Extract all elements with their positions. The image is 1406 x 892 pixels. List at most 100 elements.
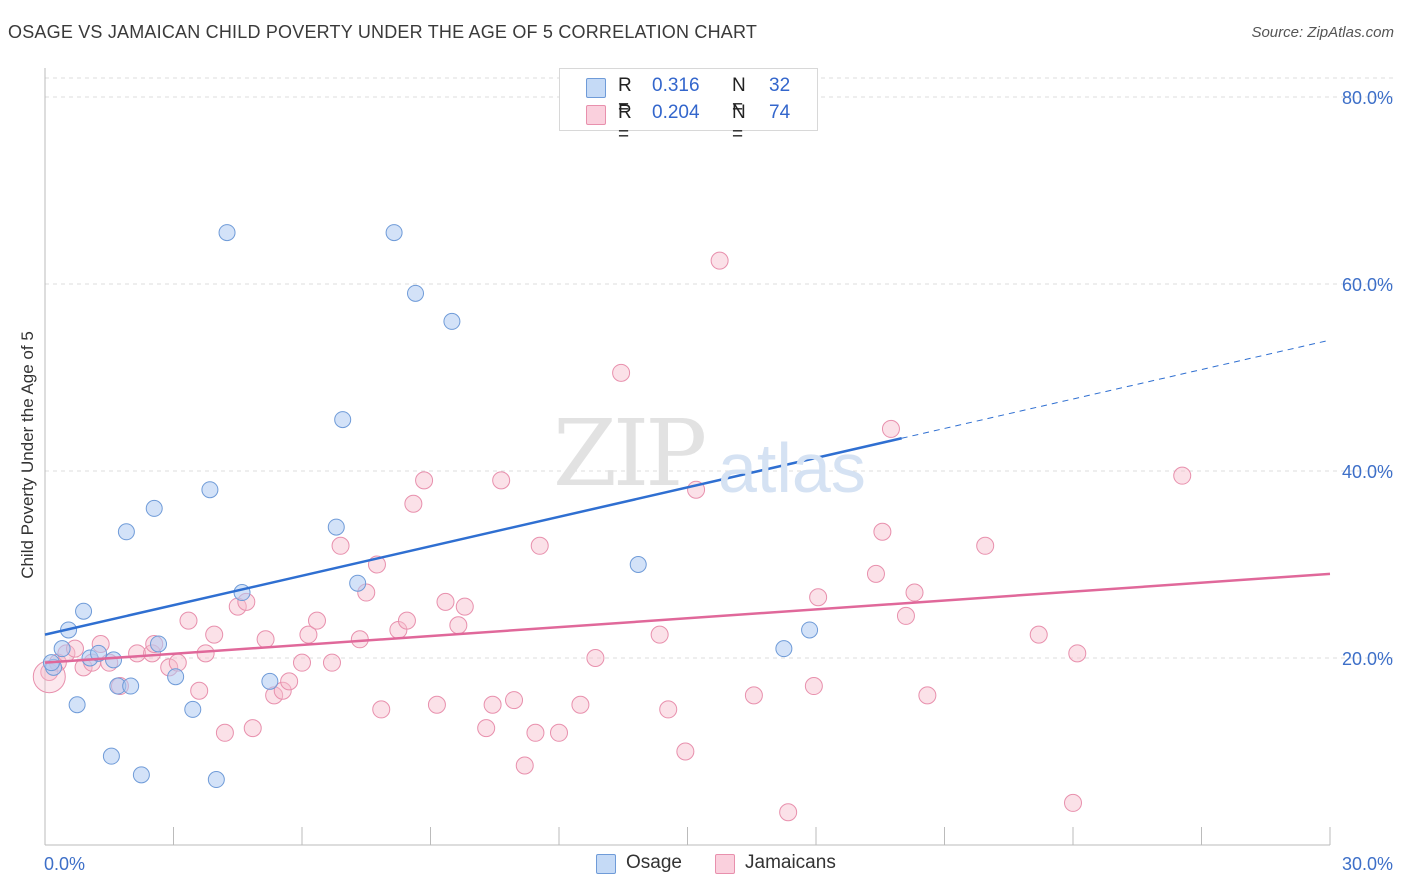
y-tick-label: 80.0% xyxy=(1342,88,1393,108)
osage-point xyxy=(145,499,163,517)
osage-point xyxy=(261,672,279,690)
osage-point xyxy=(68,696,86,714)
jamaicans-point xyxy=(1068,644,1087,663)
osage-point xyxy=(184,700,202,718)
jamaicans-point xyxy=(322,653,341,672)
jamaicans-point xyxy=(779,803,798,822)
osage-point xyxy=(775,640,793,658)
jamaicans-point xyxy=(427,695,446,714)
jamaicans-legend-swatch xyxy=(715,854,735,874)
jamaicans-point xyxy=(1029,625,1048,644)
jamaicans-point xyxy=(804,677,823,696)
x-tick-label: 0.0% xyxy=(44,854,85,874)
osage-point xyxy=(407,284,425,302)
jamaicans-point xyxy=(612,363,631,382)
jamaicans-point xyxy=(873,522,892,541)
watermark-atlas: atlas xyxy=(718,429,866,507)
jamaicans-point xyxy=(404,494,423,513)
jamaicans-point xyxy=(976,536,995,555)
osage-point xyxy=(218,224,236,242)
osage-point xyxy=(75,602,93,620)
jamaicans-point xyxy=(273,681,292,700)
jamaicans-point xyxy=(659,700,678,719)
jamaicans-point xyxy=(676,742,695,761)
r-label: R = xyxy=(618,75,632,118)
jamaicans-point xyxy=(530,536,549,555)
osage-point xyxy=(629,556,647,573)
n-label: N = xyxy=(732,102,746,145)
jamaicans-point xyxy=(190,681,209,700)
osage-point xyxy=(122,677,140,695)
jamaicans-point xyxy=(526,723,545,742)
jamaicans-point xyxy=(809,588,828,607)
jamaicans-point xyxy=(483,695,502,714)
jamaicans-point xyxy=(710,251,729,270)
osage-point xyxy=(334,411,352,429)
y-tick-label: 40.0% xyxy=(1342,462,1393,482)
osage-point xyxy=(132,766,150,784)
jamaicans-point xyxy=(293,653,311,672)
osage-legend-swatch xyxy=(596,854,616,874)
jamaicans-point xyxy=(397,611,416,630)
jamaicans-point xyxy=(455,597,474,616)
jamaicans-point xyxy=(256,630,275,649)
jamaicans-point xyxy=(299,625,318,644)
jamaicans-n-value: 74 xyxy=(769,102,791,123)
osage-point xyxy=(385,224,403,242)
jamaicans-point xyxy=(280,672,299,691)
osage-legend-label: Osage xyxy=(626,852,682,873)
osage-point xyxy=(443,312,461,330)
jamaicans-point xyxy=(205,625,224,644)
osage-trendline xyxy=(44,437,902,636)
correlation-legend: R = 0.316 N = 32 R = 0.204 N = 74 xyxy=(559,68,818,145)
osage-point xyxy=(53,640,71,658)
jamaicans-point xyxy=(650,625,669,644)
osage-point xyxy=(105,651,123,669)
x-tick-label: 30.0% xyxy=(1342,854,1393,874)
jamaicans-point xyxy=(179,611,198,630)
osage-point xyxy=(801,621,819,639)
jamaicans-point xyxy=(196,644,215,663)
source-label: Source: ZipAtlas.com xyxy=(1251,24,1394,41)
jamaicans-point xyxy=(515,756,534,775)
n-label: N = xyxy=(732,75,746,118)
jamaicans-point xyxy=(415,471,434,490)
jamaicans-swatch xyxy=(586,105,606,125)
jamaicans-point xyxy=(905,583,924,602)
osage-point xyxy=(90,644,108,662)
jamaicans-point xyxy=(243,719,262,738)
jamaicans-point xyxy=(550,723,568,742)
chart-title: OSAGE VS JAMAICAN CHILD POVERTY UNDER TH… xyxy=(8,22,758,42)
jamaicans-point xyxy=(881,419,900,438)
jamaicans-point xyxy=(896,606,915,625)
osage-swatch xyxy=(586,78,606,98)
jamaicans-trendline xyxy=(44,572,1331,664)
osage-point xyxy=(349,574,367,592)
jamaicans-point xyxy=(866,564,885,583)
jamaicans-point xyxy=(307,611,326,630)
osage-r-value: 0.316 xyxy=(652,75,700,96)
jamaicans-point xyxy=(1173,466,1192,485)
watermark-zip: ZIP xyxy=(553,400,707,507)
jamaicans-point xyxy=(1064,793,1082,812)
jamaicans-point xyxy=(744,686,763,705)
y-tick-label: 60.0% xyxy=(1342,275,1393,295)
jamaicans-point xyxy=(436,592,455,611)
osage-trendline-extension xyxy=(901,339,1331,439)
r-label: R = xyxy=(618,102,632,145)
osage-point xyxy=(327,518,345,536)
jamaicans-point xyxy=(215,723,234,742)
y-tick-label: 20.0% xyxy=(1342,649,1393,669)
jamaicans-point xyxy=(449,616,468,635)
jamaicans-r-value: 0.204 xyxy=(652,102,700,123)
osage-n-value: 32 xyxy=(769,75,791,96)
osage-point xyxy=(117,523,135,541)
osage-point xyxy=(167,668,185,686)
jamaicans-point xyxy=(505,691,524,710)
jamaicans-point xyxy=(586,649,605,667)
osage-point xyxy=(102,747,120,765)
jamaicans-point xyxy=(477,719,496,738)
jamaicans-point xyxy=(128,644,147,663)
jamaicans-legend-label: Jamaicans xyxy=(745,852,836,873)
